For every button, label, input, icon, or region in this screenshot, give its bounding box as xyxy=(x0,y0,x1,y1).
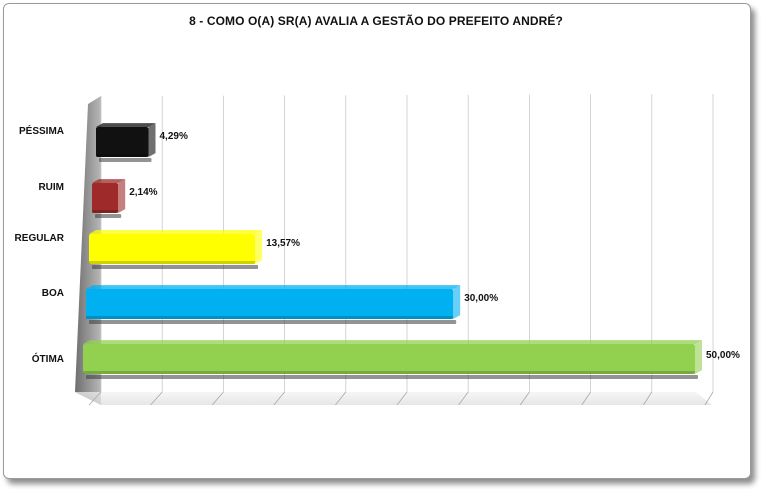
bar xyxy=(89,234,256,264)
data-label: 30,00% xyxy=(464,293,498,304)
floor-tick xyxy=(519,391,530,406)
bar-end xyxy=(148,123,156,157)
floor-tick xyxy=(211,391,224,406)
floor-tick xyxy=(704,391,714,406)
chart-labels: PÉSSIMA 4,29% RUIM 2,14% REGULAR 13,57% BOA 30,… xyxy=(15,124,740,365)
bar xyxy=(96,127,149,157)
bar-shadow xyxy=(86,375,698,379)
bar xyxy=(86,289,454,319)
floor-tick xyxy=(396,391,408,406)
category-label: BOA xyxy=(42,288,64,299)
floor-tick xyxy=(273,391,285,406)
bar-shadow xyxy=(92,265,259,269)
data-label: 4,29% xyxy=(160,131,188,142)
bar-shadow xyxy=(95,214,122,218)
bar-top xyxy=(89,230,263,234)
bar-shadow xyxy=(99,158,152,162)
bar-end xyxy=(695,340,702,374)
bar-top xyxy=(96,123,156,127)
data-label: 50,00% xyxy=(706,350,740,361)
data-label: 2,14% xyxy=(129,187,157,198)
bar-top xyxy=(83,340,702,344)
bar-rim xyxy=(86,316,454,319)
bar-rim xyxy=(83,371,695,374)
floor-tick xyxy=(88,391,102,406)
bar-shadow xyxy=(89,320,457,324)
floor-tick xyxy=(335,391,347,406)
category-label: REGULAR xyxy=(15,233,65,244)
chart-wall xyxy=(75,96,101,405)
category-label: RUIM xyxy=(38,182,64,193)
chart-floor xyxy=(75,392,712,405)
bar-top xyxy=(92,179,126,183)
bar-end xyxy=(118,179,126,213)
floor-tick xyxy=(643,391,653,406)
floor-tick xyxy=(150,391,163,406)
bar-top xyxy=(86,285,461,289)
bar-end xyxy=(255,230,263,264)
floor-tick xyxy=(458,391,469,406)
floor-tick xyxy=(581,391,591,406)
category-label: PÉSSIMA xyxy=(19,124,64,137)
bar-rim xyxy=(89,261,256,264)
chart-bars xyxy=(83,123,702,379)
bar-rim xyxy=(96,154,149,157)
bar-rim xyxy=(92,210,119,213)
data-label: 13,57% xyxy=(266,238,300,249)
bar xyxy=(92,183,119,213)
bar xyxy=(83,344,695,374)
chart-title: 8 - COMO O(A) SR(A) AVALIA A GESTÃO DO P… xyxy=(189,14,563,28)
bar-end xyxy=(453,285,461,319)
category-label: ÓTIMA xyxy=(32,352,64,365)
